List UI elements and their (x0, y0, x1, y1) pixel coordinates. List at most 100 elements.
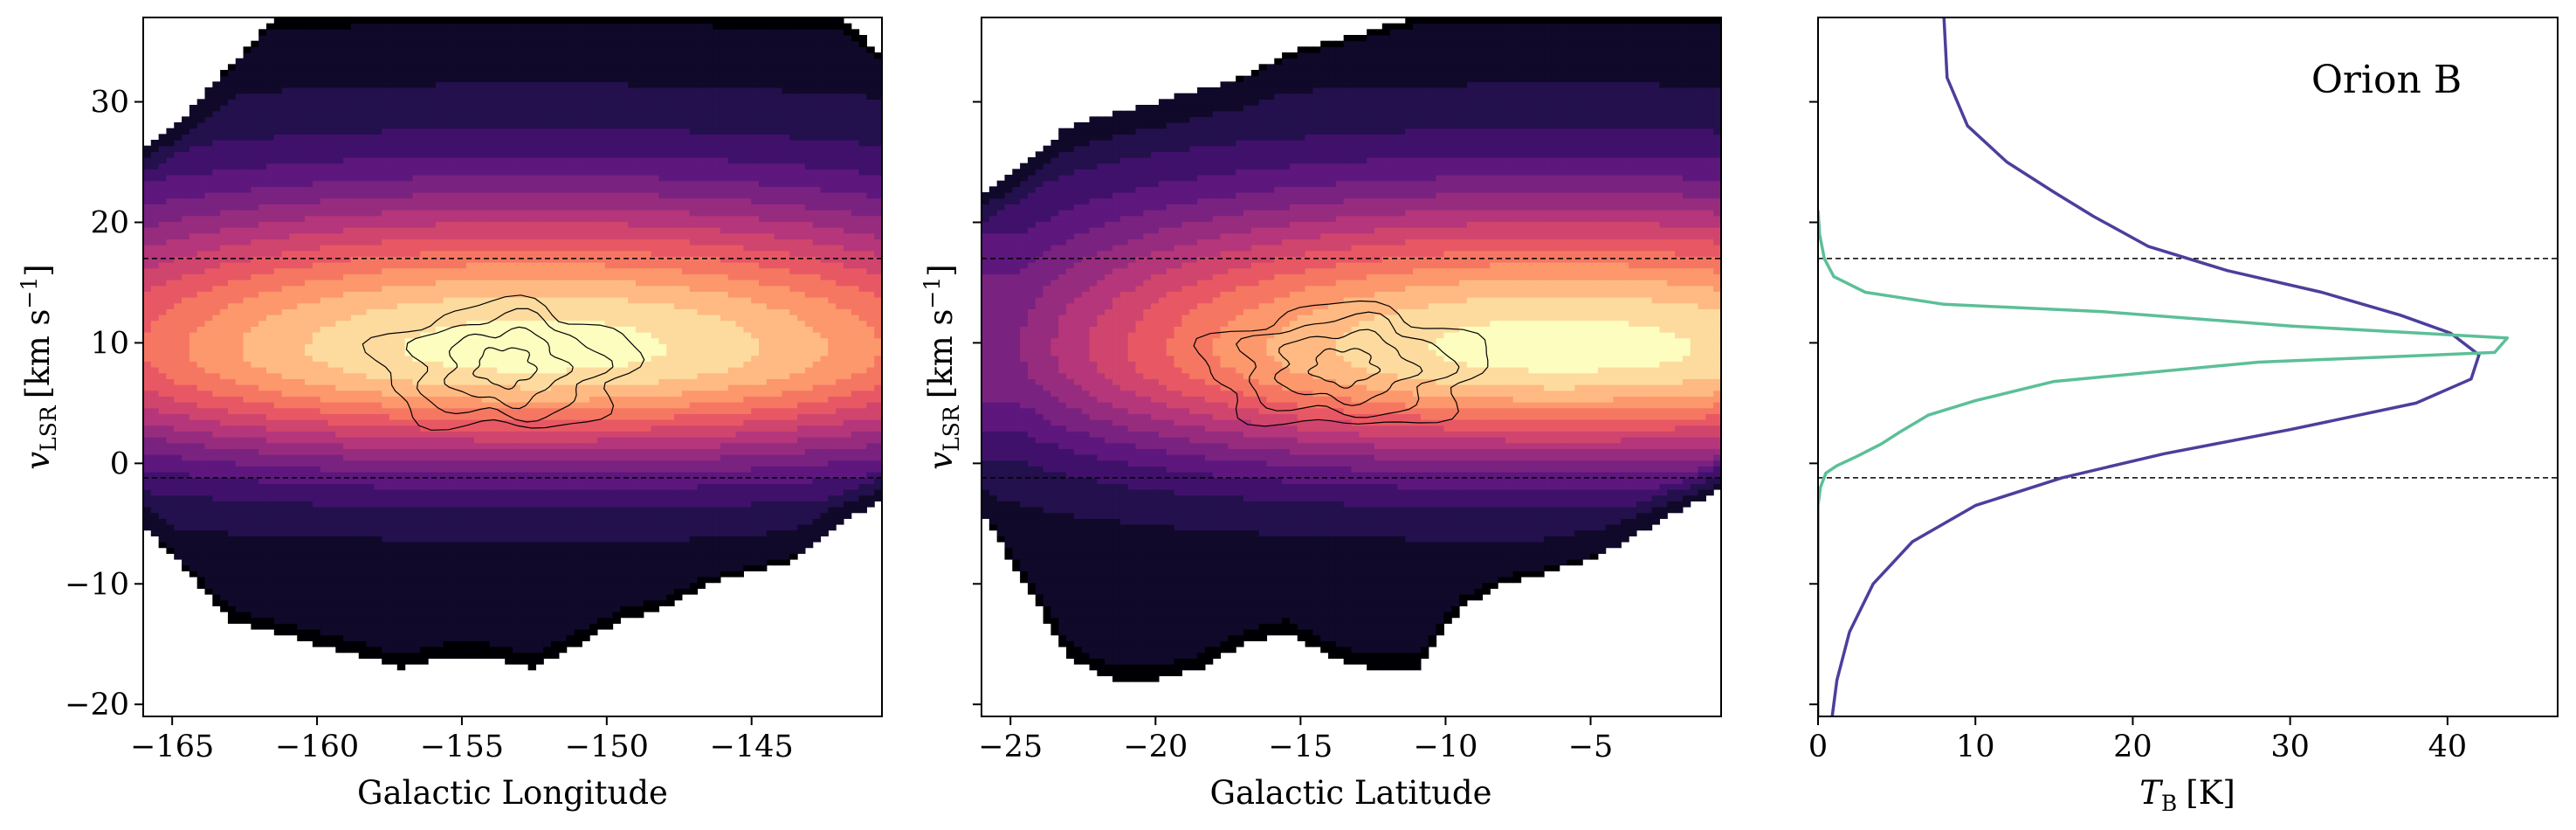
heatmap-cell (435, 40, 444, 47)
heatmap-cell (174, 355, 183, 362)
heatmap-cell (281, 70, 291, 77)
heatmap-cell (466, 64, 475, 71)
heatmap-cell (289, 419, 298, 426)
heatmap-cell (412, 629, 421, 636)
heatmap-cell (366, 536, 375, 543)
heatmap-cell (305, 197, 313, 204)
heatmap-cell (204, 221, 213, 228)
heatmap-cell (513, 280, 521, 287)
heatmap-cell (212, 367, 221, 374)
heatmap-cell (251, 169, 259, 176)
heatmap-cell (451, 483, 459, 490)
heatmap-cell (382, 425, 390, 432)
heatmap-cell (235, 58, 245, 65)
heatmap-cell (382, 542, 390, 549)
heatmap-cell (312, 163, 321, 169)
heatmap-cell (358, 280, 368, 287)
heatmap-cell (327, 349, 336, 356)
heatmap-cell (320, 186, 329, 193)
heatmap-cell (389, 512, 398, 519)
heatmap-cell (350, 367, 360, 374)
heatmap-cell (513, 454, 521, 461)
heatmap-cell (227, 460, 237, 467)
heatmap-cell (343, 221, 352, 228)
heatmap-cell (374, 612, 382, 619)
heatmap-cell (273, 273, 283, 280)
heatmap-cell (243, 204, 251, 211)
heatmap-cell (466, 308, 475, 315)
heatmap-cell (150, 448, 160, 455)
heatmap-cell (389, 605, 398, 612)
heatmap-cell (466, 402, 475, 409)
heatmap-cell (505, 448, 513, 455)
heatmap-cell (220, 361, 229, 368)
heatmap-cell (335, 588, 344, 595)
heatmap-cell (473, 477, 483, 484)
heatmap-cell (196, 163, 206, 169)
heatmap-cell (158, 267, 168, 274)
heatmap-cell (312, 518, 321, 525)
heatmap-cell (312, 542, 321, 549)
heatmap-cell (273, 529, 283, 536)
heatmap-cell (458, 326, 467, 333)
heatmap-cell (396, 180, 406, 187)
heatmap-cell (320, 70, 329, 77)
heatmap-cell (443, 197, 452, 204)
heatmap-cell (251, 372, 259, 379)
heatmap-cell (166, 204, 175, 211)
heatmap-cell (305, 40, 313, 47)
heatmap-cell (412, 495, 421, 501)
heatmap-cell (451, 157, 459, 164)
heatmap-cell (404, 512, 414, 519)
heatmap-cell (382, 280, 390, 287)
heatmap-cell (505, 122, 513, 129)
heatmap-cell (374, 349, 382, 356)
heatmap-cell (404, 448, 414, 455)
heatmap-cell (266, 529, 275, 536)
heatmap-cell (305, 215, 313, 222)
heatmap-cell (158, 308, 168, 315)
heatmap-cell (297, 454, 306, 461)
heatmap-cell (174, 529, 183, 536)
heatmap-cell (473, 151, 483, 158)
heatmap-cell (320, 110, 329, 117)
heatmap-cell (220, 431, 229, 438)
heatmap-cell (166, 343, 175, 350)
heatmap-cell (428, 110, 437, 117)
heatmap-cell (258, 571, 267, 578)
heatmap-cell (505, 267, 513, 274)
heatmap-cell (266, 221, 275, 228)
heatmap-cell (166, 460, 175, 467)
heatmap-cell (150, 524, 160, 531)
heatmap-cell (435, 128, 444, 135)
heatmap-cell (481, 308, 491, 315)
heatmap-cell (297, 245, 306, 252)
heatmap-cell (420, 605, 429, 612)
heatmap-cell (389, 507, 398, 514)
heatmap-cell (189, 547, 198, 554)
heatmap-cell (374, 326, 382, 333)
heatmap-cell (466, 483, 475, 490)
heatmap-cell (396, 280, 406, 287)
heatmap-cell (320, 145, 329, 152)
heatmap-cell (251, 145, 259, 152)
heatmap-cell (158, 169, 168, 176)
heatmap-cell (374, 361, 382, 368)
heatmap-cell (305, 315, 313, 322)
heatmap-cell (420, 204, 429, 211)
heatmap-cell (428, 52, 437, 59)
heatmap-cell (166, 291, 175, 298)
heatmap-cell (505, 23, 513, 30)
heatmap-cell (443, 297, 452, 304)
heatmap-cell (343, 256, 352, 263)
heatmap-cell (404, 332, 414, 339)
heatmap-cell (481, 245, 491, 252)
heatmap-cell (366, 215, 375, 222)
heatmap-cell (374, 634, 382, 641)
heatmap-cell (251, 75, 259, 82)
heatmap-cell (143, 267, 152, 274)
heatmap-cell (182, 297, 190, 304)
heatmap-cell (466, 17, 475, 24)
heatmap-cell (466, 612, 475, 619)
heatmap-cell (273, 396, 283, 403)
